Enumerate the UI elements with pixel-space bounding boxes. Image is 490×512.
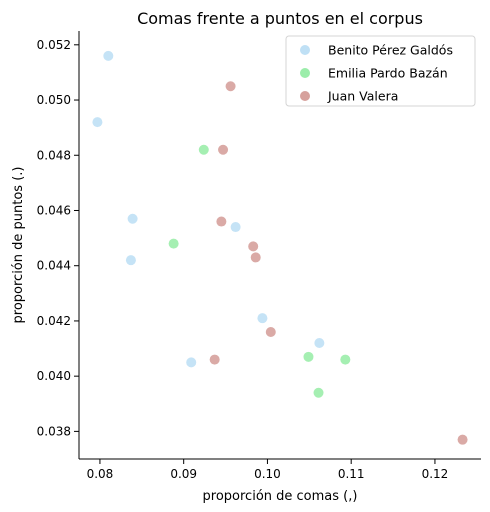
data-point bbox=[198, 144, 209, 155]
x-tick-label: 0.11 bbox=[338, 467, 365, 481]
legend-entry: Juan Valera bbox=[327, 89, 398, 104]
data-points bbox=[92, 50, 468, 445]
legend-marker bbox=[300, 68, 310, 78]
data-point bbox=[230, 222, 241, 233]
data-point bbox=[303, 351, 314, 362]
x-tick-label: 0.10 bbox=[254, 467, 281, 481]
legend-marker bbox=[300, 91, 310, 101]
data-point bbox=[225, 81, 236, 92]
y-axis-ticks: 0.038 0.040 0.042 0.044 0.046 0.048 0.050 0.052 bbox=[37, 38, 79, 438]
y-tick-label: 0.042 bbox=[37, 314, 71, 328]
data-point bbox=[92, 117, 103, 128]
legend-marker bbox=[300, 45, 310, 55]
y-tick-label: 0.044 bbox=[37, 259, 71, 273]
x-axis-ticks: 0.08 0.09 0.10 0.11 0.12 bbox=[87, 459, 449, 481]
y-tick-label: 0.046 bbox=[37, 203, 71, 217]
data-point bbox=[127, 213, 138, 224]
data-point bbox=[216, 216, 227, 227]
legend-box bbox=[285, 35, 476, 107]
data-point bbox=[248, 241, 259, 252]
data-point bbox=[125, 255, 136, 266]
x-tick-label: 0.12 bbox=[422, 467, 449, 481]
chart-title: Comas frente a puntos en el corpus bbox=[137, 9, 423, 28]
data-point bbox=[340, 354, 351, 365]
data-point bbox=[257, 313, 268, 324]
data-point bbox=[313, 387, 324, 398]
data-point bbox=[314, 338, 325, 349]
legend-entry: Emilia Pardo Bazán bbox=[328, 66, 448, 81]
data-point bbox=[103, 50, 114, 61]
data-point bbox=[457, 434, 468, 445]
y-axis-label: proporción de puntos (.) bbox=[11, 167, 26, 324]
x-tick-label: 0.08 bbox=[87, 467, 114, 481]
x-tick-label: 0.09 bbox=[170, 467, 197, 481]
y-tick-label: 0.038 bbox=[37, 424, 71, 438]
x-axis-label: proporción de comas (,) bbox=[203, 489, 358, 504]
y-tick-label: 0.052 bbox=[37, 38, 71, 52]
y-tick-label: 0.040 bbox=[37, 369, 71, 383]
data-point bbox=[209, 354, 220, 365]
data-point bbox=[186, 357, 197, 368]
legend: Benito Pérez Galdós Emilia Pardo Bazán Jua… bbox=[285, 35, 476, 107]
data-point bbox=[250, 252, 261, 263]
legend-entry: Benito Pérez Galdós bbox=[328, 43, 453, 58]
y-tick-label: 0.050 bbox=[37, 93, 71, 107]
data-point bbox=[218, 144, 229, 155]
y-tick-label: 0.048 bbox=[37, 148, 71, 162]
data-point bbox=[168, 238, 179, 249]
data-point bbox=[265, 326, 276, 337]
